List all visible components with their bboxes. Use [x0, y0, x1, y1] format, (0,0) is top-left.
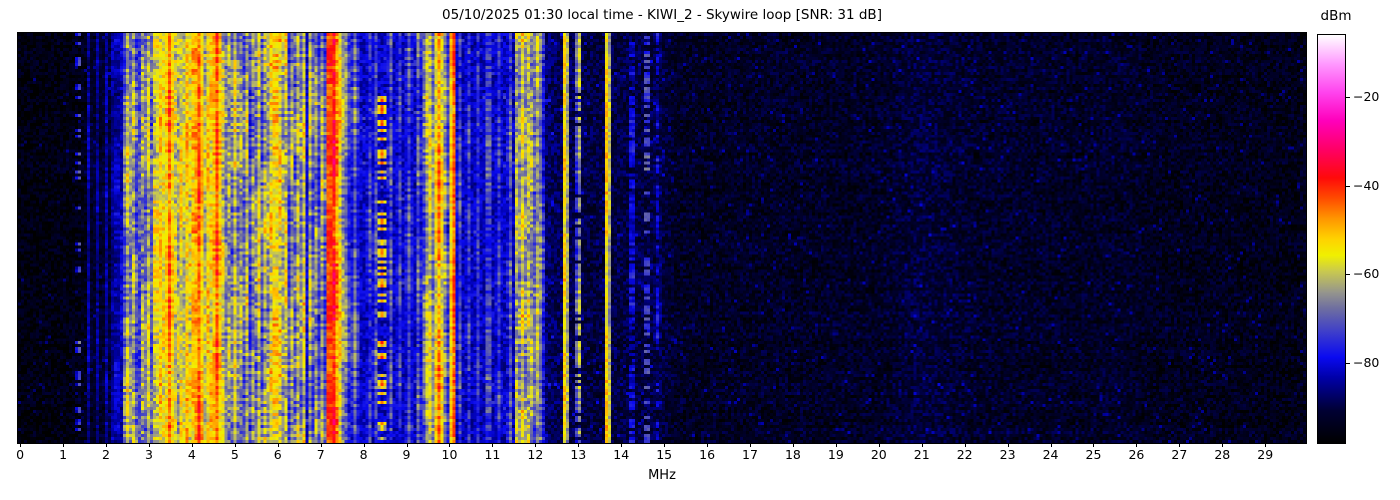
colorbar-tick-label: −20 — [1353, 89, 1380, 105]
x-tick-label: 5 — [230, 447, 239, 462]
x-tick-label: 11 — [484, 447, 501, 462]
x-tick-label: 4 — [187, 447, 196, 462]
x-tick-mark — [106, 443, 107, 447]
x-tick-mark — [363, 443, 365, 447]
x-axis-label: MHz — [648, 468, 676, 483]
x-tick-label: 6 — [273, 447, 282, 462]
x-tick-mark — [964, 443, 966, 447]
x-tick-label: 8 — [359, 447, 368, 462]
x-tick-label: 9 — [402, 447, 411, 462]
x-tick-mark — [578, 443, 580, 447]
colorbar-tick-mark — [1346, 97, 1350, 99]
x-tick-mark — [191, 443, 193, 447]
colorbar-gradient — [1318, 35, 1345, 443]
x-tick-label: 14 — [613, 447, 630, 462]
x-tick-label: 19 — [827, 447, 844, 462]
x-tick-label: 2 — [102, 447, 110, 462]
x-tick-label: 20 — [870, 447, 887, 462]
x-tick-label: 28 — [1214, 447, 1231, 462]
colorbar-tick-mark — [1346, 363, 1350, 365]
x-tick-mark — [621, 443, 623, 447]
x-tick-mark — [449, 443, 451, 447]
x-tick-mark — [320, 443, 322, 447]
x-tick-label: 15 — [656, 447, 673, 462]
x-tick-label: 17 — [742, 447, 758, 462]
x-tick-mark — [835, 443, 837, 447]
x-tick-mark — [492, 443, 494, 447]
colorbar-tick-label: −60 — [1353, 266, 1380, 282]
x-tick-label: 26 — [1128, 447, 1145, 462]
x-tick-mark — [1136, 443, 1138, 447]
x-tick-label: 3 — [144, 447, 153, 462]
x-tick-mark — [1093, 443, 1095, 447]
x-tick-label: 21 — [913, 447, 930, 462]
colorbar-tick-mark — [1346, 185, 1350, 187]
x-tick-mark — [921, 443, 923, 447]
colorbar-tick-label: −80 — [1353, 355, 1380, 371]
x-tick-mark — [750, 443, 751, 447]
x-tick-mark — [664, 443, 666, 447]
x-tick-mark — [234, 443, 236, 447]
x-tick-mark — [20, 443, 22, 447]
x-tick-mark — [1265, 443, 1267, 447]
x-tick-label: 27 — [1171, 447, 1188, 462]
chart-title: 05/10/2025 01:30 local time - KIWI_2 - S… — [442, 7, 882, 23]
colorbar — [1317, 34, 1346, 444]
x-tick-label: 16 — [699, 447, 716, 462]
waterfall-heatmap-canvas — [18, 33, 1306, 443]
waterfall-plot-area — [17, 32, 1307, 444]
colorbar-tick-label: −40 — [1353, 177, 1380, 193]
x-tick-label: 25 — [1085, 447, 1102, 462]
x-tick-mark — [277, 443, 279, 447]
x-tick-mark — [63, 443, 65, 447]
x-tick-label: 7 — [316, 447, 325, 462]
x-tick-label: 12 — [527, 447, 544, 462]
x-tick-mark — [148, 443, 150, 447]
x-tick-label: 13 — [570, 447, 587, 462]
x-tick-label: 10 — [441, 447, 458, 462]
x-tick-mark — [1179, 443, 1181, 447]
x-tick-label: 29 — [1257, 447, 1274, 462]
colorbar-unit-label: dBm — [1320, 8, 1352, 24]
x-tick-label: 18 — [784, 447, 801, 462]
x-tick-label: 0 — [16, 447, 25, 462]
x-tick-label: 24 — [1042, 447, 1059, 462]
x-tick-mark — [707, 443, 709, 447]
x-tick-label: 1 — [59, 447, 68, 462]
colorbar-tick-mark — [1346, 274, 1350, 276]
x-tick-mark — [406, 443, 408, 447]
x-tick-mark — [1050, 443, 1052, 447]
x-tick-mark — [878, 443, 880, 447]
x-tick-label: 22 — [956, 447, 973, 462]
x-tick-mark — [535, 443, 537, 447]
x-tick-mark — [792, 443, 794, 447]
x-tick-label: 23 — [999, 447, 1016, 462]
x-tick-mark — [1222, 443, 1224, 447]
x-tick-mark — [1007, 443, 1009, 447]
